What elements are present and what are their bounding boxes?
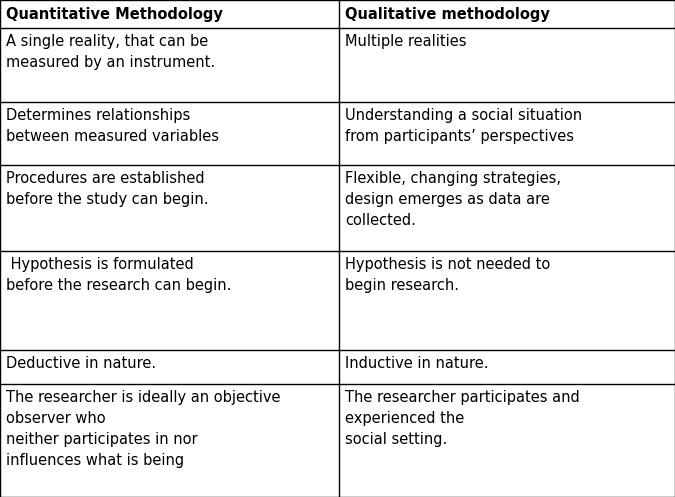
Text: Determines relationships: Determines relationships [6, 108, 190, 123]
Text: The researcher is ideally an objective: The researcher is ideally an objective [6, 390, 281, 406]
Text: before the study can begin.: before the study can begin. [6, 192, 209, 207]
Text: Understanding a social situation: Understanding a social situation [345, 108, 582, 123]
Text: Inductive in nature.: Inductive in nature. [345, 355, 488, 371]
Text: neither participates in nor: neither participates in nor [6, 432, 198, 447]
Text: design emerges as data are: design emerges as data are [345, 192, 549, 207]
Text: observer who: observer who [6, 412, 105, 426]
Text: Procedures are established: Procedures are established [6, 171, 205, 186]
Text: collected.: collected. [345, 213, 416, 228]
Text: Hypothesis is formulated: Hypothesis is formulated [6, 257, 194, 272]
Text: influences what is being: influences what is being [6, 453, 184, 468]
Text: experienced the: experienced the [345, 412, 464, 426]
Text: begin research.: begin research. [345, 278, 459, 293]
Text: The researcher participates and: The researcher participates and [345, 390, 580, 406]
Text: from participants’ perspectives: from participants’ perspectives [345, 129, 574, 144]
Text: Hypothesis is not needed to: Hypothesis is not needed to [345, 257, 550, 272]
Text: Flexible, changing strategies,: Flexible, changing strategies, [345, 171, 561, 186]
Text: Quantitative Methodology: Quantitative Methodology [6, 6, 223, 21]
Text: Qualitative methodology: Qualitative methodology [345, 6, 549, 21]
Text: Deductive in nature.: Deductive in nature. [6, 355, 156, 371]
Text: measured by an instrument.: measured by an instrument. [6, 55, 215, 70]
Text: social setting.: social setting. [345, 432, 447, 447]
Text: Multiple realities: Multiple realities [345, 34, 466, 49]
Text: before the research can begin.: before the research can begin. [6, 278, 232, 293]
Text: A single reality, that can be: A single reality, that can be [6, 34, 209, 49]
Text: between measured variables: between measured variables [6, 129, 219, 144]
